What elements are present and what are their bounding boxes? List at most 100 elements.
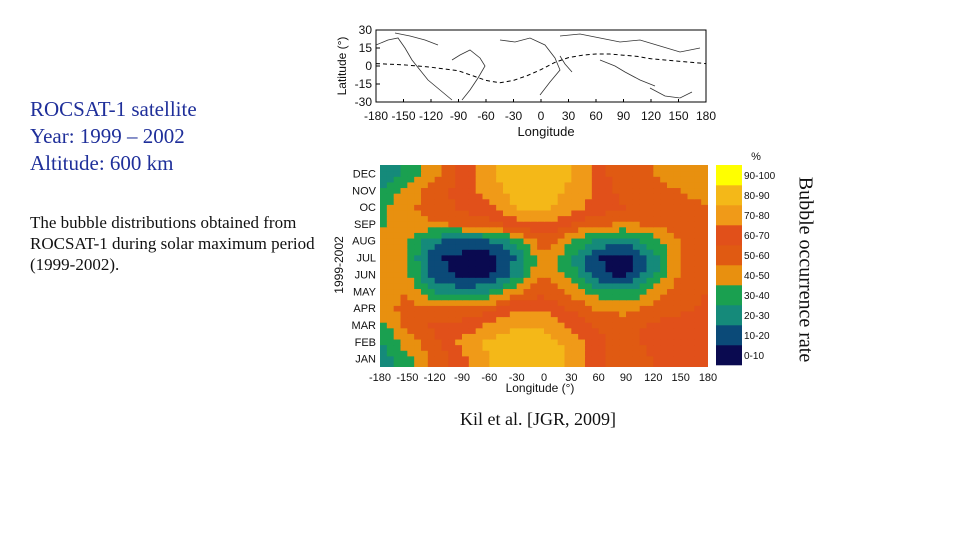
heatmap-cell	[673, 193, 682, 200]
heatmap-cell	[434, 322, 443, 329]
heatmap-cell	[530, 226, 538, 233]
heatmap-x-tick-label: -120	[424, 372, 446, 384]
heatmap-cell	[571, 355, 579, 362]
heatmap-cell	[496, 350, 504, 357]
heatmap-cell	[448, 204, 456, 211]
map-x-tick-label: 120	[641, 109, 661, 123]
heatmap-cell	[564, 260, 572, 267]
heatmap-cell	[564, 266, 572, 273]
heatmap-cell	[550, 282, 559, 290]
heatmap-cell	[516, 277, 525, 284]
heatmap-cell	[667, 204, 675, 211]
heatmap-cell	[414, 170, 422, 177]
heatmap-cell	[612, 305, 620, 312]
heatmap-cell	[626, 350, 634, 357]
heatmap-cell	[632, 249, 641, 256]
heatmap-cell	[530, 181, 538, 189]
heatmap-cell	[482, 282, 490, 290]
heatmap-cell	[503, 333, 511, 340]
heatmap-cell	[619, 221, 627, 228]
heatmap-cell	[414, 299, 422, 306]
heatmap-cell	[496, 299, 504, 306]
heatmap-cell	[578, 294, 586, 301]
heatmap-cell	[441, 221, 449, 228]
heatmap-cell	[639, 198, 648, 205]
heatmap-cell	[701, 282, 708, 290]
heatmap-cell	[537, 260, 545, 267]
heatmap-cell	[434, 294, 443, 301]
heatmap-cell	[516, 181, 525, 189]
heatmap-cell	[564, 187, 572, 194]
heatmap-cell	[557, 249, 566, 256]
heatmap-cell	[612, 243, 620, 250]
heatmap-cell	[441, 181, 449, 189]
heatmap-cell	[653, 243, 661, 250]
heatmap-cell	[639, 361, 648, 367]
heatmap-cell	[509, 226, 518, 233]
colorbar-swatch	[716, 265, 742, 286]
heatmap-cell	[673, 361, 682, 367]
colorbar-label: 30-40	[744, 291, 770, 302]
heatmap-cell	[578, 361, 586, 367]
heatmap-cell	[591, 350, 600, 357]
heatmap-cell	[441, 237, 449, 245]
heatmap-cell	[598, 344, 607, 351]
heatmap-cell	[694, 327, 702, 334]
heatmap-cell	[687, 170, 695, 177]
heatmap-cell	[489, 305, 497, 312]
heatmap-cell	[441, 310, 449, 318]
heatmap-cell	[455, 282, 463, 290]
heatmap-cell	[468, 322, 477, 329]
heatmap-cell	[400, 338, 408, 346]
heatmap-cell	[694, 271, 702, 278]
heatmap-cell	[646, 338, 654, 346]
heatmap-cell	[694, 266, 702, 273]
heatmap-cell	[380, 249, 388, 256]
heatmap-cell	[557, 243, 566, 250]
heatmap-cell	[503, 249, 511, 256]
heatmap-cell	[523, 338, 531, 346]
heatmap-cell	[680, 294, 689, 301]
heatmap-cell	[407, 237, 415, 245]
heatmap-cell	[523, 288, 531, 295]
heatmap-cell	[537, 181, 545, 189]
heatmap-cell	[468, 204, 477, 211]
heatmap-cell	[591, 355, 600, 362]
heatmap-cell	[468, 355, 477, 362]
heatmap-cell	[407, 260, 415, 267]
heatmap-cell	[667, 355, 675, 362]
heatmap-cell	[632, 327, 641, 334]
heatmap-cell	[434, 282, 443, 290]
heatmap-cell	[482, 322, 490, 329]
heatmap-cell	[537, 355, 545, 362]
heatmap-cell	[701, 209, 708, 217]
heatmap-cell	[612, 226, 620, 233]
heatmap-cell	[667, 338, 675, 346]
heatmap-cell	[530, 350, 538, 357]
heatmap-cell	[523, 181, 531, 189]
heatmap-cell	[701, 181, 708, 189]
heatmap-cell	[544, 266, 552, 273]
heatmap-cell	[626, 327, 634, 334]
heatmap-cell	[598, 266, 607, 273]
heatmap-cell	[503, 277, 511, 284]
heatmap-cell	[605, 288, 613, 295]
heatmap-cell	[550, 232, 559, 239]
heatmap-cell	[530, 361, 538, 367]
heatmap-cell	[455, 204, 463, 211]
heatmap-cell	[550, 187, 559, 194]
heatmap-cell	[639, 355, 648, 362]
heatmap-cell	[598, 209, 607, 217]
heatmap-cell	[421, 282, 429, 290]
heatmap-cell	[605, 226, 613, 233]
heatmap-cell	[386, 198, 395, 205]
heatmap-cell	[489, 344, 497, 351]
heatmap-x-tick-label: 30	[565, 372, 577, 384]
heatmap-cell	[482, 237, 490, 245]
heatmap-cell	[564, 355, 572, 362]
heatmap-cell	[667, 305, 675, 312]
heatmap-cell	[619, 333, 627, 340]
heatmap-cell	[482, 316, 490, 323]
heatmap-cell	[585, 243, 593, 250]
heatmap-cell	[386, 305, 395, 312]
